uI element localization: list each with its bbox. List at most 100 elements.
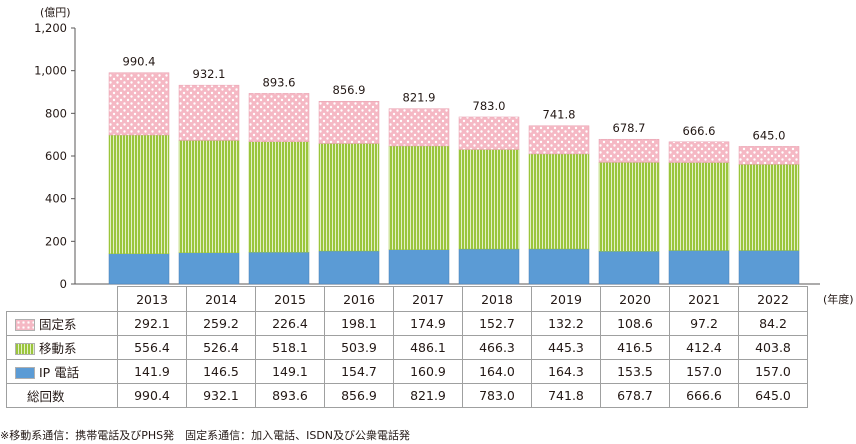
table-cell: 645.0 (738, 383, 808, 408)
bar-segment-ip (388, 249, 450, 285)
bar-segment-fixed (598, 138, 660, 163)
y-tick-label: 1,200 (34, 21, 67, 35)
year-cell: 2020 (600, 286, 670, 312)
table-row: 移動系 556.4 526.4 518.1 503.9 486.1 466.3 445.3 41… (6, 335, 808, 360)
table-cell: 292.1 (117, 311, 187, 336)
total-label: 783.0 (473, 99, 506, 113)
table-row: IP 電話 141.9 146.5 149.1 154.7 160.9 164.0 164.3… (6, 359, 808, 384)
footnote: ※移動系通信：携帯電話及びPHS発 固定系通信：加入電話、ISDN及び公衆電話発 (0, 429, 411, 442)
table-cell: 486.1 (393, 335, 463, 360)
table-cell: 259.2 (186, 311, 256, 336)
stacked-bar-chart: 0 200 400 600 800 1,000 1,200 990.4 932.1 893.6 8… (34, 21, 820, 291)
table-cell: 164.0 (462, 359, 532, 384)
bar-segment-mobile (598, 162, 660, 252)
y-tick-label: 0 (60, 277, 67, 291)
bar-segment-ip (108, 253, 170, 285)
bar-segment-fixed (528, 125, 590, 155)
bar-segment-ip (528, 248, 590, 285)
table-cell: 97.2 (669, 311, 739, 336)
table-cell: 164.3 (531, 359, 601, 384)
table-cell: 678.7 (600, 383, 670, 408)
table-cell: 153.5 (600, 359, 670, 384)
bar-segment-ip (318, 250, 380, 285)
bar-segment-fixed (458, 116, 520, 150)
table-cell: 149.1 (255, 359, 325, 384)
table-cell: 132.2 (531, 311, 601, 336)
total-labels: 990.4 932.1 893.6 856.9 821.9 783.0 741.8 678.7… (123, 55, 786, 143)
y-tick-label: 1,000 (34, 64, 67, 78)
table-cell: 403.8 (738, 335, 808, 360)
bar-segment-mobile (318, 143, 380, 252)
table-cell: 84.2 (738, 311, 808, 336)
table-cell: 174.9 (393, 311, 463, 336)
table-cell: 990.4 (117, 383, 187, 408)
legend-swatch-stripes (15, 343, 35, 355)
total-label: 932.1 (193, 67, 226, 81)
year-cell: 2019 (531, 286, 601, 312)
y-unit-label: (億円) (40, 6, 71, 19)
bar-segment-mobile (248, 141, 310, 253)
table-cell: 198.1 (324, 311, 394, 336)
y-tick-label: 400 (45, 192, 67, 206)
year-header-row: 2013 2014 2015 2016 2017 2018 2019 2020 2021 2022 (6, 286, 808, 312)
table-cell: 141.9 (117, 359, 187, 384)
year-cell: 2015 (255, 286, 325, 312)
year-cell: 2016 (324, 286, 394, 312)
year-cell: 2014 (186, 286, 256, 312)
total-label: 645.0 (753, 128, 786, 142)
bar-segment-fixed (248, 93, 310, 142)
bar-segment-mobile (668, 162, 730, 251)
year-cell: 2022 (738, 286, 808, 312)
bar-segment-ip (738, 250, 800, 285)
table-corner (6, 286, 118, 312)
table-row: 総回数 990.4 932.1 893.6 856.9 821.9 783.0 741.8 67… (6, 383, 808, 408)
year-cell: 2013 (117, 286, 187, 312)
table-cell: 932.1 (186, 383, 256, 408)
row-label-cell: 移動系 (6, 335, 118, 360)
total-label: 666.6 (683, 124, 716, 138)
row-label: 固定系 (39, 317, 77, 332)
year-cell: 2018 (462, 286, 532, 312)
bar-segment-fixed (318, 100, 380, 144)
bar-segment-ip (248, 251, 310, 285)
table-cell: 741.8 (531, 383, 601, 408)
bar-segment-mobile (458, 149, 520, 250)
y-tick-label: 600 (45, 149, 67, 163)
table-cell: 856.9 (324, 383, 394, 408)
row-label: IP 電話 (39, 365, 80, 380)
bar-segment-mobile (108, 134, 170, 254)
table-cell: 893.6 (255, 383, 325, 408)
table-cell: 445.3 (531, 335, 601, 360)
row-label: 総回数 (27, 389, 65, 404)
year-cell: 2017 (393, 286, 463, 312)
bar-segment-fixed (108, 72, 170, 136)
table-cell: 518.1 (255, 335, 325, 360)
row-label-cell: 総回数 (6, 383, 118, 408)
table-cell: 526.4 (186, 335, 256, 360)
total-label: 893.6 (263, 75, 296, 89)
table-cell: 154.7 (324, 359, 394, 384)
table-cell: 412.4 (669, 335, 739, 360)
table-cell: 226.4 (255, 311, 325, 336)
bar-segment-fixed (178, 84, 240, 141)
row-label-cell: 固定系 (6, 311, 118, 336)
bar-segment-fixed (738, 146, 800, 165)
table-cell: 152.7 (462, 311, 532, 336)
bar-segment-mobile (388, 145, 450, 250)
bar-segment-ip (458, 248, 520, 285)
bar-segment-mobile (738, 164, 800, 251)
total-label: 821.9 (403, 91, 436, 105)
bar-segment-mobile (528, 153, 590, 250)
bar-segment-ip (178, 252, 240, 285)
data-table: 2013 2014 2015 2016 2017 2018 2019 2020 2021 2022… (6, 286, 808, 408)
table-cell: 157.0 (738, 359, 808, 384)
total-label: 741.8 (543, 108, 576, 122)
y-tick-label: 800 (45, 106, 67, 120)
legend-swatch-solid (15, 367, 35, 379)
table-cell: 783.0 (462, 383, 532, 408)
x-unit-label: (年度) (823, 293, 854, 306)
total-label: 678.7 (613, 121, 646, 135)
table-cell: 146.5 (186, 359, 256, 384)
total-label: 856.9 (333, 83, 366, 97)
table-cell: 157.0 (669, 359, 739, 384)
